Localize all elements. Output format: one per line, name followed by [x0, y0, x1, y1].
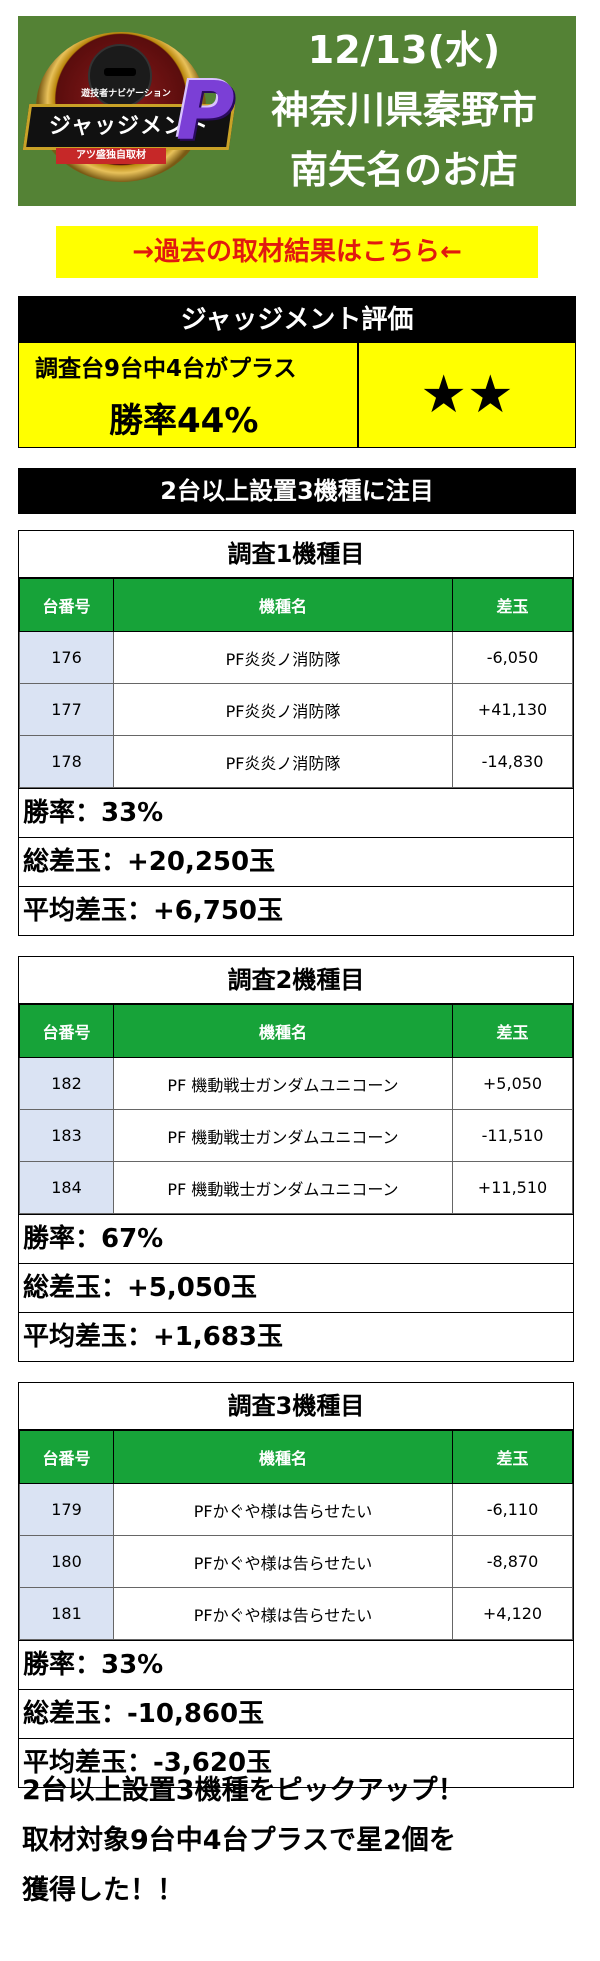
machine-title: 調査2機種目 [19, 957, 573, 1004]
machine-diff: +5,050 [452, 1057, 573, 1110]
summary-line: 獲得した！！ [22, 1875, 184, 1906]
machine-name: PF 機動戦士ガンダムユニコーン [113, 1109, 453, 1162]
header-date: 12/13(水) [307, 28, 501, 72]
table-row: 178 PF炎炎ノ消防隊 -14,830 [19, 735, 573, 788]
table-row: 183 PF 機動戦士ガンダムユニコーン -11,510 [19, 1109, 573, 1162]
machine-total-diff: 総差玉：+20,250玉 [19, 837, 573, 886]
machine-no: 176 [19, 631, 114, 684]
machine-name: PFかぐや様は告らせたい [113, 1587, 453, 1640]
header-diff: 差玉 [452, 1430, 573, 1484]
header-banner: 遊技者ナビゲーション ジャッジメント アツ盛独自取材 P 12/13(水) 神奈… [18, 16, 576, 206]
logo-p-mark: P [176, 65, 235, 158]
table-row: 181 PFかぐや様は告らせたい +4,120 [19, 1587, 573, 1640]
summary-line: 取材対象9台中4台プラスで星2個を [22, 1825, 456, 1856]
past-results-link[interactable]: →過去の取材結果はこちら← [56, 226, 538, 278]
header-machine-name: 機種名 [113, 1430, 453, 1484]
machine-diff: -6,110 [452, 1483, 573, 1536]
logo-sub-label: アツ盛独自取材 [56, 148, 166, 164]
notice-bar: 2台以上設置3機種に注目 [18, 468, 576, 514]
machine-table: 台番号 機種名 差玉 176 PF炎炎ノ消防隊 -6,050 177 PF炎炎ノ… [19, 578, 573, 788]
machine-table: 台番号 機種名 差玉 179 PFかぐや様は告らせたい -6,110 180 P… [19, 1430, 573, 1640]
table-header-row: 台番号 機種名 差玉 [19, 1004, 573, 1058]
machine-no: 182 [19, 1057, 114, 1110]
machine-title: 調査3機種目 [19, 1383, 573, 1430]
evaluation-stars: ★★ [420, 365, 514, 425]
evaluation-win-rate: 勝率44% [109, 401, 259, 441]
machine-diff: +41,130 [452, 683, 573, 736]
machine-name: PF 機動戦士ガンダムユニコーン [113, 1057, 453, 1110]
machine-average-diff: 平均差玉：+1,683玉 [19, 1312, 573, 1361]
machine-name: PF炎炎ノ消防隊 [113, 735, 453, 788]
evaluation-plus-line: 調査台9台中4台がプラス [35, 356, 297, 382]
evaluation-title: ジャッジメント評価 [19, 297, 575, 343]
machine-diff: +11,510 [452, 1161, 573, 1214]
machine-no: 178 [19, 735, 114, 788]
header-diff: 差玉 [452, 578, 573, 632]
header-diff: 差玉 [452, 1004, 573, 1058]
machine-no: 183 [19, 1109, 114, 1162]
machine-diff: -6,050 [452, 631, 573, 684]
machine-no: 177 [19, 683, 114, 736]
machine-name: PF炎炎ノ消防隊 [113, 683, 453, 736]
evaluation-box: ジャッジメント評価 調査台9台中4台がプラス 勝率44% ★★ [18, 296, 576, 448]
header-machine-name: 機種名 [113, 1004, 453, 1058]
table-header-row: 台番号 機種名 差玉 [19, 1430, 573, 1484]
header-text: 12/13(水) 神奈川県秦野市 南矢名のお店 [232, 20, 576, 200]
summary-line: 2台以上設置3機種をピックアップ！ [22, 1775, 465, 1806]
summary-text: 2台以上設置3機種をピックアップ！ 取材対象9台中4台プラスで星2個を 獲得した… [22, 1766, 582, 1916]
table-row: 179 PFかぐや様は告らせたい -6,110 [19, 1483, 573, 1536]
header-machine-no: 台番号 [19, 578, 114, 632]
header-store: 南矢名のお店 [289, 148, 518, 192]
table-row: 184 PF 機動戦士ガンダムユニコーン +11,510 [19, 1161, 573, 1214]
header-location: 神奈川県秦野市 [270, 88, 537, 132]
machine-average-diff: 平均差玉：+6,750玉 [19, 886, 573, 935]
judgment-logo: 遊技者ナビゲーション ジャッジメント アツ盛独自取材 P [22, 26, 236, 196]
machine-name: PF炎炎ノ消防隊 [113, 631, 453, 684]
machine-diff: +4,120 [452, 1587, 573, 1640]
table-row: 176 PF炎炎ノ消防隊 -6,050 [19, 631, 573, 684]
evaluation-body: 調査台9台中4台がプラス 勝率44% ★★ [19, 343, 575, 447]
machine-block-2: 調査2機種目 台番号 機種名 差玉 182 PF 機動戦士ガンダムユニコーン +… [18, 956, 574, 1362]
machine-table: 台番号 機種名 差玉 182 PF 機動戦士ガンダムユニコーン +5,050 1… [19, 1004, 573, 1214]
machine-no: 180 [19, 1535, 114, 1588]
machine-win-rate: 勝率：33% [19, 788, 573, 837]
machine-total-diff: 総差玉：-10,860玉 [19, 1689, 573, 1738]
evaluation-result: 調査台9台中4台がプラス 勝率44% [19, 343, 359, 447]
machine-block-1: 調査1機種目 台番号 機種名 差玉 176 PF炎炎ノ消防隊 -6,050 17… [18, 530, 574, 936]
machine-total-diff: 総差玉：+5,050玉 [19, 1263, 573, 1312]
machine-name: PFかぐや様は告らせたい [113, 1483, 453, 1536]
logo-top-label: 遊技者ナビゲーション [81, 89, 171, 99]
table-row: 182 PF 機動戦士ガンダムユニコーン +5,050 [19, 1057, 573, 1110]
machine-no: 184 [19, 1161, 114, 1214]
machine-no: 179 [19, 1483, 114, 1536]
machine-average-diff: 平均差玉：-3,620玉 [19, 1738, 573, 1787]
table-row: 177 PF炎炎ノ消防隊 +41,130 [19, 683, 573, 736]
machine-win-rate: 勝率：67% [19, 1214, 573, 1263]
header-machine-no: 台番号 [19, 1004, 114, 1058]
machine-diff: -8,870 [452, 1535, 573, 1588]
machine-no: 181 [19, 1587, 114, 1640]
machine-diff: -14,830 [452, 735, 573, 788]
machine-name: PFかぐや様は告らせたい [113, 1535, 453, 1588]
logo-mascot-icon [88, 44, 152, 108]
machine-title: 調査1機種目 [19, 531, 573, 578]
table-header-row: 台番号 機種名 差玉 [19, 578, 573, 632]
machine-name: PF 機動戦士ガンダムユニコーン [113, 1161, 453, 1214]
machine-diff: -11,510 [452, 1109, 573, 1162]
table-row: 180 PFかぐや様は告らせたい -8,870 [19, 1535, 573, 1588]
machine-block-3: 調査3機種目 台番号 機種名 差玉 179 PFかぐや様は告らせたい -6,11… [18, 1382, 574, 1788]
machine-win-rate: 勝率：33% [19, 1640, 573, 1689]
header-machine-no: 台番号 [19, 1430, 114, 1484]
header-machine-name: 機種名 [113, 578, 453, 632]
